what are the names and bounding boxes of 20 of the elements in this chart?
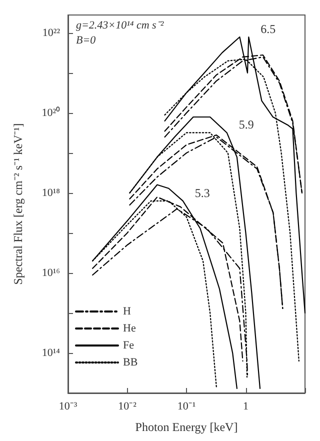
legend-label: Fe: [123, 340, 134, 352]
annotation: 5.9: [238, 118, 254, 132]
y-tick-label: 10¹⁴: [42, 346, 60, 359]
legend-label: H: [123, 306, 131, 318]
x-tick-label: 10⁻¹: [177, 400, 196, 412]
y-tick-label: 10²²: [42, 26, 61, 39]
annotation: B=0: [76, 34, 96, 46]
x-tick-label: 1: [243, 400, 248, 412]
x-tick-label: 10⁻³: [58, 400, 78, 412]
annotation: g=2.43×10¹⁴ cm s⁻²: [76, 20, 164, 32]
annotation: 6.5: [260, 22, 276, 36]
x-tick-label: 10⁻²: [118, 400, 138, 412]
y-axis-title: Spectral Flux [erg cm⁻² s⁻¹ keV⁻¹]: [11, 123, 25, 285]
annotation: 5.3: [194, 186, 210, 200]
y-tick-label: 10²⁰: [42, 106, 60, 119]
x-axis-title: Photon Energy [keV]: [135, 420, 238, 434]
legend-label: He: [123, 322, 136, 334]
legend-label: BB: [123, 356, 138, 368]
y-tick-label: 10¹⁸: [42, 186, 60, 199]
y-tick-label: 10¹⁶: [42, 266, 60, 279]
